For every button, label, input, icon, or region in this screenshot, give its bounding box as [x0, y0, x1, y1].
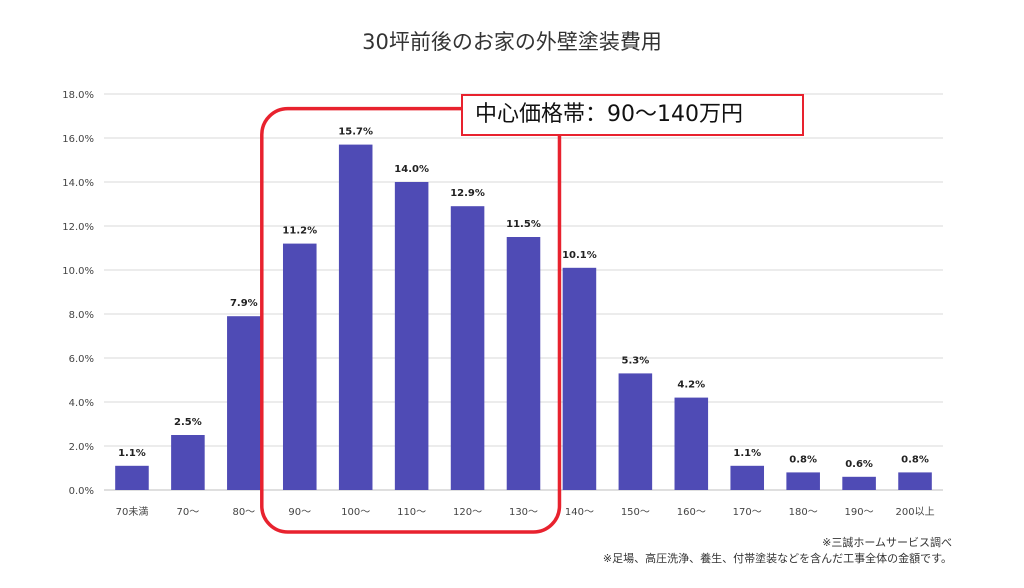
y-tick-label: 4.0% [69, 398, 94, 409]
y-tick-label: 0.0% [69, 486, 94, 497]
x-tick-label: 170〜 [733, 507, 762, 518]
data-label: 11.5% [506, 219, 541, 230]
y-axis-ticks: 0.0% 2.0% 4.0% 6.0% 8.0% 10.0% 12.0% 14.0% 16.0%… [62, 90, 94, 497]
bar [842, 476, 876, 490]
data-labels: 1.1% 2.5% 7.9% 11.2% 15.7% 14.0% 12.9% 11.5% 10.… [118, 127, 929, 470]
data-label: 1.1% [733, 448, 761, 459]
source-note: ※三誠ホームサービス調べ [822, 536, 952, 549]
x-tick-label: 70〜 [177, 507, 200, 518]
data-label: 15.7% [338, 127, 373, 138]
y-tick-label: 14.0% [62, 178, 94, 189]
bar [450, 206, 485, 490]
data-label: 11.2% [282, 226, 317, 237]
bar [618, 373, 653, 490]
x-tick-label: 80〜 [232, 507, 255, 518]
x-tick-label: 130〜 [509, 507, 538, 518]
x-tick-label: 180〜 [789, 507, 818, 518]
x-tick-label: 70未満 [116, 506, 149, 518]
data-label: 0.8% [789, 454, 817, 465]
x-tick-label: 90〜 [288, 507, 311, 518]
bar [115, 465, 149, 490]
highlight-range-box [260, 106, 562, 534]
x-tick-label: 100〜 [341, 507, 370, 518]
data-label: 14.0% [394, 164, 429, 175]
data-label: 2.5% [174, 417, 202, 428]
x-tick-label: 150〜 [621, 507, 650, 518]
data-label: 12.9% [450, 188, 485, 199]
x-tick-label: 120〜 [453, 507, 482, 518]
center-price-callout: 中心価格帯：90〜140万円 [461, 94, 804, 136]
y-tick-label: 18.0% [62, 90, 94, 101]
x-tick-label: 110〜 [397, 507, 426, 518]
x-tick-label: 190〜 [845, 507, 874, 518]
y-tick-label: 6.0% [69, 354, 94, 365]
x-axis-ticks: 70未満 70〜 80〜 90〜 100〜 110〜 120〜 130〜 140〜 150〜 160… [116, 506, 935, 518]
data-label: 0.8% [901, 454, 929, 465]
bar [898, 472, 932, 490]
y-tick-label: 12.0% [62, 222, 94, 233]
bars [115, 144, 932, 490]
data-label: 4.2% [677, 380, 705, 391]
data-label: 5.3% [621, 355, 649, 366]
data-label: 0.6% [845, 459, 873, 470]
data-label: 1.1% [118, 448, 146, 459]
bar [562, 267, 597, 490]
bar [786, 472, 820, 490]
y-tick-label: 8.0% [69, 310, 94, 321]
chart-title: 30坪前後のお家の外壁塗装費用 [362, 30, 662, 54]
data-label: 7.9% [230, 298, 258, 309]
detail-note: ※足場、高圧洗浄、養生、付帯塗装などを含んだ工事全体の金額です。 [602, 552, 952, 565]
bar [730, 465, 765, 490]
bar [674, 397, 709, 490]
bar [394, 182, 429, 490]
x-tick-label: 160〜 [677, 507, 706, 518]
y-tick-label: 16.0% [62, 134, 94, 145]
bar [338, 144, 373, 490]
data-label: 10.1% [562, 250, 597, 261]
bar [506, 237, 541, 490]
x-tick-label: 140〜 [565, 507, 594, 518]
y-tick-label: 2.0% [69, 442, 94, 453]
bar [227, 316, 261, 490]
bar [282, 243, 317, 490]
x-tick-label: 200以上 [895, 506, 934, 518]
bar [171, 435, 205, 490]
y-tick-label: 10.0% [62, 266, 94, 277]
